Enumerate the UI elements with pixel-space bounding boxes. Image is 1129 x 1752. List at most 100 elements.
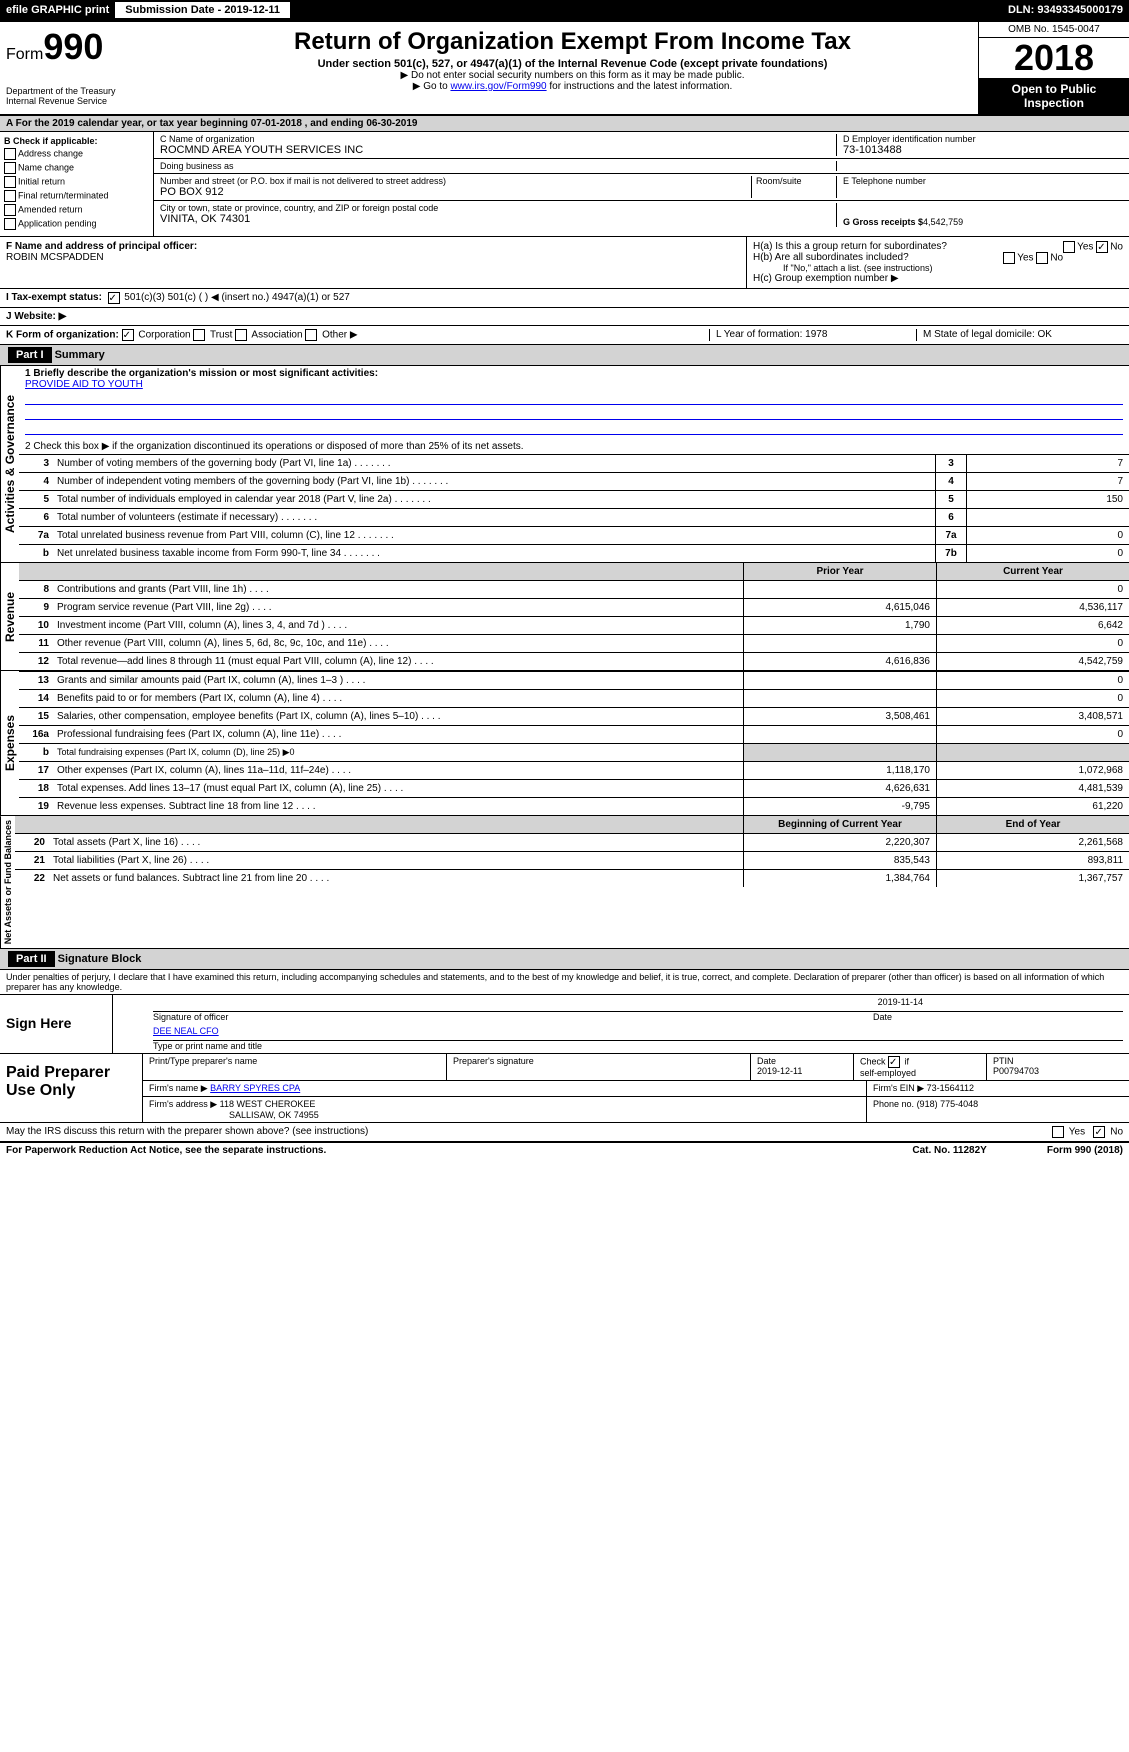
irs: Internal Revenue Service: [6, 96, 161, 106]
efile-lbl: efile GRAPHIC print: [0, 2, 115, 18]
officer-print-name[interactable]: DEE NEAL CFO: [153, 1026, 219, 1036]
fin-line: 18Total expenses. Add lines 13–17 (must …: [19, 779, 1129, 797]
hdr-py: Prior Year: [743, 563, 936, 580]
topbar: efile GRAPHIC print Submission Date - 20…: [0, 0, 1129, 20]
goto-post: for instructions and the latest informat…: [547, 81, 733, 92]
part2-bar: Part II Signature Block: [0, 948, 1129, 969]
cat-no: Cat. No. 11282Y: [912, 1145, 986, 1156]
fin-line: 10Investment income (Part VIII, column (…: [19, 616, 1129, 634]
col-cde: C Name of organization ROCMND AREA YOUTH…: [154, 132, 1129, 236]
ptin-lbl: PTIN: [993, 1056, 1014, 1066]
tax-year: 2018: [979, 38, 1129, 78]
form-foot: Form 990 (2018): [1047, 1145, 1123, 1156]
col-b-hdr: B Check if applicable:: [4, 136, 149, 146]
k-lbl: K Form of organization:: [6, 330, 119, 341]
hb-note: If "No," attach a list. (see instruction…: [753, 263, 1123, 273]
f-lbl: F Name and address of principal officer:: [6, 241, 197, 252]
row-fh: F Name and address of principal officer:…: [0, 236, 1129, 288]
discuss-row: May the IRS discuss this return with the…: [0, 1122, 1129, 1141]
print-name-lbl: Type or print name and title: [153, 1040, 1123, 1051]
d-ein-lbl: D Employer identification number: [843, 134, 1123, 144]
firm-lbl: Firm's name ▶: [149, 1083, 208, 1093]
gross: 4,542,759: [923, 217, 963, 227]
summary-line: 4Number of independent voting members of…: [19, 472, 1129, 490]
sig-date-lbl: Date: [873, 1012, 1123, 1022]
part2-title: Signature Block: [58, 953, 142, 965]
form-title: Return of Organization Exempt From Incom…: [171, 28, 974, 56]
fin-line: 22Net assets or fund balances. Subtract …: [15, 869, 1129, 887]
summary-line: 7aTotal unrelated business revenue from …: [19, 526, 1129, 544]
form-990: 990: [43, 26, 103, 67]
dba-lbl: Doing business as: [160, 161, 836, 171]
discuss-text: May the IRS discuss this return with the…: [6, 1126, 1052, 1138]
fin-line: 20Total assets (Part X, line 16) . . . .…: [15, 833, 1129, 851]
vlabel-ag: Activities & Governance: [0, 366, 19, 562]
ein: 73-1013488: [843, 144, 1123, 156]
i-opts: 501(c)(3) 501(c) ( ) ◀ (insert no.) 4947…: [124, 292, 350, 304]
cb-amended: Amended return: [4, 204, 149, 216]
part1-bar: Part I Summary: [0, 344, 1129, 365]
paid-preparer-lbl: Paid Preparer Use Only: [0, 1054, 143, 1122]
hdr-ey: End of Year: [936, 816, 1129, 833]
phone: (918) 775-4048: [917, 1099, 979, 1109]
row-klm: K Form of organization: Corporation Trus…: [0, 325, 1129, 344]
firm-name[interactable]: BARRY SPYRES CPA: [210, 1083, 300, 1093]
sig-date: 2019-11-14: [153, 997, 1123, 1011]
pt-date-lbl: Date: [757, 1056, 776, 1066]
pra: For Paperwork Reduction Act Notice, see …: [6, 1145, 326, 1156]
form-header: Form990 Department of the Treasury Inter…: [0, 20, 1129, 114]
fin-line: 14Benefits paid to or for members (Part …: [19, 689, 1129, 707]
mission-text[interactable]: PROVIDE AID TO YOUTH: [25, 379, 143, 390]
summary-line: 5Total number of individuals employed in…: [19, 490, 1129, 508]
firm-ein: 73-1564112: [927, 1083, 974, 1093]
hdr-cy: Current Year: [936, 563, 1129, 580]
city-lbl: City or town, state or province, country…: [160, 203, 836, 213]
form-subtitle: Under section 501(c), 527, or 4947(a)(1)…: [171, 58, 974, 70]
irs-link[interactable]: www.irs.gov/Form990: [450, 81, 546, 92]
faddr1: 118 WEST CHEROKEE: [220, 1099, 316, 1109]
room-lbl: Room/suite: [751, 176, 836, 198]
addr: PO BOX 912: [160, 186, 751, 198]
org-name: ROCMND AREA YOUTH SERVICES INC: [160, 144, 836, 156]
row-j: J Website: ▶: [0, 307, 1129, 325]
sign-here-block: Sign Here 2019-11-14 Signature of office…: [0, 994, 1129, 1053]
dln: DLN: 93493345000179: [1002, 2, 1129, 18]
part1-na: Net Assets or Fund Balances Beginning of…: [0, 815, 1129, 948]
dept-treasury: Department of the Treasury: [6, 86, 161, 96]
summary-line: 3Number of voting members of the governi…: [19, 454, 1129, 472]
pt-check: Check ifself-employed: [853, 1054, 986, 1080]
note-ssn: ▶ Do not enter social security numbers o…: [171, 70, 974, 81]
hdr-by: Beginning of Current Year: [743, 816, 936, 833]
cb-501c3[interactable]: [108, 292, 120, 304]
sign-here-lbl: Sign Here: [0, 995, 113, 1053]
fin-line: bTotal fundraising expenses (Part IX, co…: [19, 743, 1129, 761]
row-i: I Tax-exempt status: 501(c)(3) 501(c) ( …: [0, 288, 1129, 307]
fin-line: 8Contributions and grants (Part VIII, li…: [19, 580, 1129, 598]
paid-preparer-block: Paid Preparer Use Only Print/Type prepar…: [0, 1053, 1129, 1122]
ptin: P00794703: [993, 1066, 1039, 1076]
summary-line: bNet unrelated business taxable income f…: [19, 544, 1129, 562]
fin-line: 15Salaries, other compensation, employee…: [19, 707, 1129, 725]
note-goto: ▶ Go to www.irs.gov/Form990 for instruct…: [171, 81, 974, 92]
c-name-lbl: C Name of organization: [160, 134, 836, 144]
identity-grid: B Check if applicable: Address change Na…: [0, 131, 1129, 236]
cb-pending: Application pending: [4, 218, 149, 230]
firm-ein-lbl: Firm's EIN ▶: [873, 1083, 924, 1093]
pt-name-lbl: Print/Type preparer's name: [143, 1054, 446, 1080]
city: VINITA, OK 74301: [160, 213, 836, 225]
addr-lbl: Number and street (or P.O. box if mail i…: [160, 176, 751, 186]
cb-initial: Initial return: [4, 176, 149, 188]
goto-pre: ▶ Go to: [413, 81, 451, 92]
officer-name: ROBIN MCSPADDEN: [6, 252, 104, 263]
vlabel-na: Net Assets or Fund Balances: [0, 816, 15, 948]
omb-no: OMB No. 1545-0047: [979, 22, 1129, 38]
hb: H(b) Are all subordinates included? Yes …: [753, 252, 1123, 263]
faddr2: SALLISAW, OK 74955: [149, 1110, 319, 1120]
summary-line: 6Total number of volunteers (estimate if…: [19, 508, 1129, 526]
cb-name: Name change: [4, 162, 149, 174]
j-lbl: J Website: ▶: [6, 311, 66, 322]
fin-line: 13Grants and similar amounts paid (Part …: [19, 671, 1129, 689]
faddr-lbl: Firm's address ▶: [149, 1099, 217, 1109]
fin-line: 19Revenue less expenses. Subtract line 1…: [19, 797, 1129, 815]
part1-ag: Activities & Governance 1 Briefly descri…: [0, 365, 1129, 562]
